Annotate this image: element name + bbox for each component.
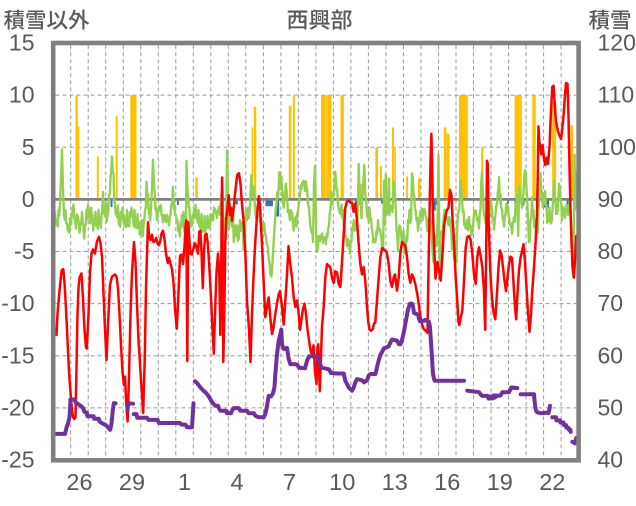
svg-text:13: 13 (382, 469, 408, 495)
svg-text:-15: -15 (1, 342, 34, 368)
svg-text:10: 10 (9, 82, 35, 108)
svg-text:29: 29 (119, 469, 145, 495)
svg-text:4: 4 (231, 469, 244, 495)
svg-text:22: 22 (539, 469, 565, 495)
svg-text:15: 15 (9, 30, 35, 56)
svg-text:110: 110 (598, 82, 635, 108)
svg-text:100: 100 (598, 134, 636, 160)
svg-text:26: 26 (66, 469, 92, 495)
svg-text:80: 80 (598, 238, 624, 264)
svg-text:16: 16 (434, 469, 460, 495)
svg-text:70: 70 (598, 290, 624, 316)
svg-text:50: 50 (598, 395, 624, 421)
svg-text:1: 1 (178, 469, 191, 495)
svg-text:-25: -25 (1, 447, 34, 473)
svg-text:0: 0 (22, 186, 35, 212)
svg-text:5: 5 (22, 134, 35, 160)
svg-text:-10: -10 (1, 290, 34, 316)
svg-text:120: 120 (598, 30, 636, 56)
svg-text:60: 60 (598, 342, 624, 368)
svg-text:10: 10 (329, 469, 355, 495)
svg-text:40: 40 (598, 447, 624, 473)
svg-text:-20: -20 (1, 395, 34, 421)
svg-text:19: 19 (487, 469, 513, 495)
svg-text:7: 7 (283, 469, 296, 495)
svg-text:90: 90 (598, 186, 624, 212)
svg-text:-5: -5 (14, 238, 34, 264)
